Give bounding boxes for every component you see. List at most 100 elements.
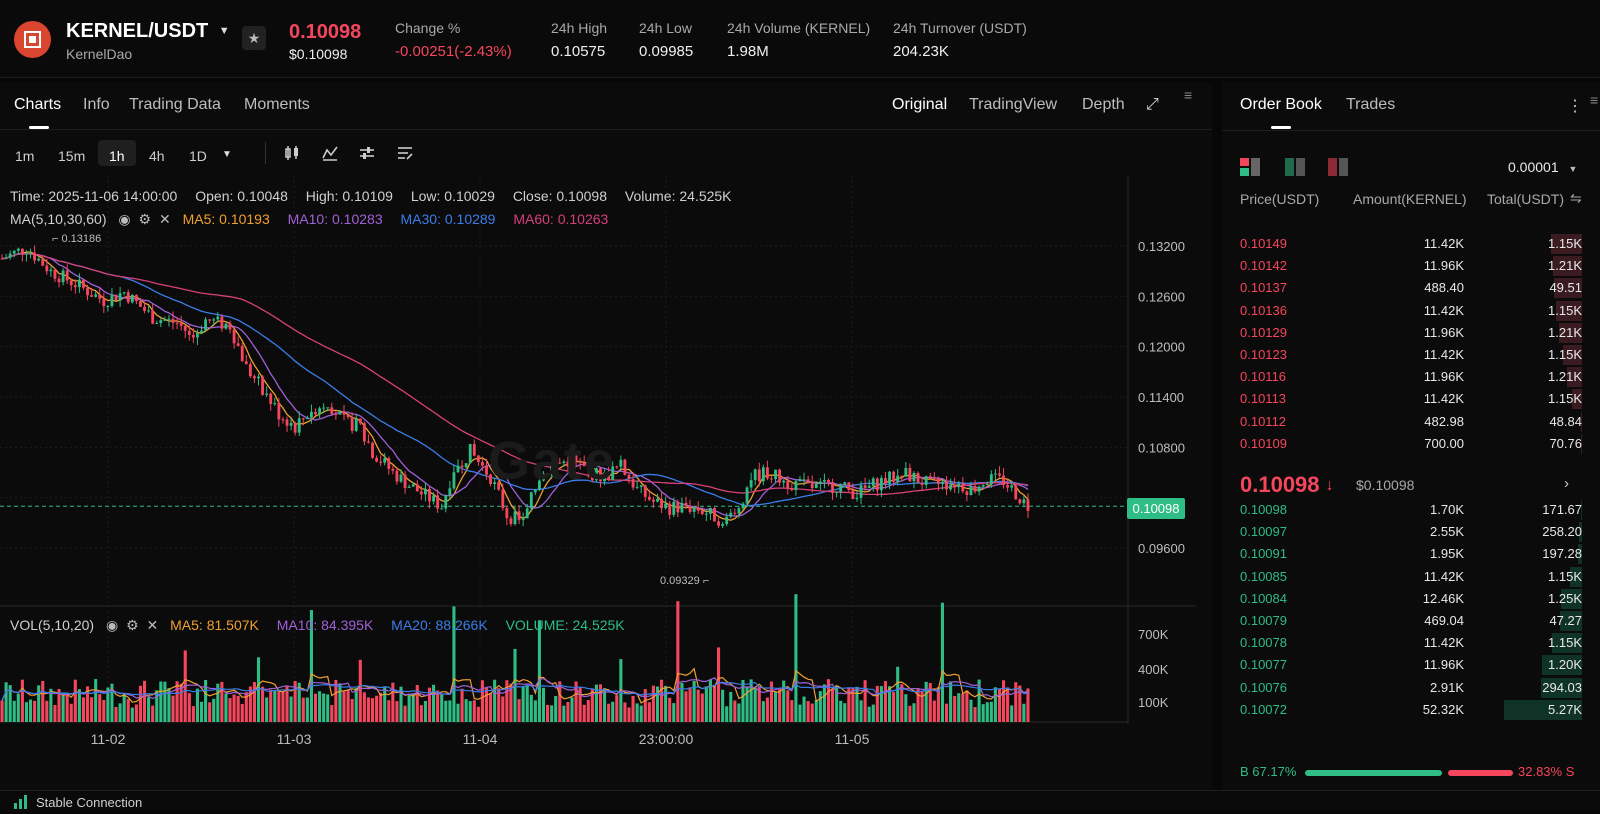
candle-body bbox=[916, 472, 920, 483]
candle-type-icon[interactable] bbox=[283, 144, 301, 167]
bid-row[interactable]: 0.10078 11.42K 1.15K bbox=[1240, 632, 1582, 654]
tf-4h[interactable]: 4h bbox=[149, 148, 165, 164]
tf-15m[interactable]: 15m bbox=[58, 148, 86, 164]
ask-row[interactable]: 0.10142 11.96K 1.21K bbox=[1240, 255, 1582, 277]
settings-icon[interactable]: ⚙ bbox=[138, 211, 152, 227]
volume-bar bbox=[920, 691, 924, 722]
ask-row[interactable]: 0.10136 11.42K 1.15K bbox=[1240, 300, 1582, 322]
vol-eye-icon[interactable]: ◉ bbox=[105, 617, 119, 633]
candle-body bbox=[456, 465, 460, 473]
bid-row[interactable]: 0.10098 1.70K 171.67 bbox=[1240, 499, 1582, 521]
volume-bar bbox=[680, 682, 684, 722]
bid-row[interactable]: 0.10077 11.96K 1.20K bbox=[1240, 654, 1582, 676]
candle-body bbox=[562, 461, 566, 464]
favorite-star-icon[interactable]: ★ bbox=[242, 26, 266, 50]
bid-row[interactable]: 0.10097 2.55K 258.20 bbox=[1240, 521, 1582, 543]
bid-row[interactable]: 0.10084 12.46K 1.25K bbox=[1240, 588, 1582, 610]
vol-close-icon[interactable]: ✕ bbox=[146, 617, 159, 633]
ask-row[interactable]: 0.10116 11.96K 1.21K bbox=[1240, 366, 1582, 388]
view-tradingview[interactable]: TradingView bbox=[969, 96, 1058, 113]
bid-price: 0.10072 bbox=[1240, 701, 1287, 717]
chevron-right-icon[interactable]: › bbox=[1564, 475, 1569, 492]
candle-body bbox=[476, 455, 480, 462]
candle-body bbox=[411, 484, 415, 487]
ask-row[interactable]: 0.10112 482.98 48.84 bbox=[1240, 411, 1582, 433]
bid-row[interactable]: 0.10076 2.91K 294.03 bbox=[1240, 677, 1582, 699]
swap-icon[interactable]: ⇋ bbox=[1570, 190, 1582, 206]
pair-selector[interactable]: KERNEL/USDT ▼ bbox=[66, 20, 230, 43]
volume-bar bbox=[159, 681, 163, 722]
candle-body bbox=[920, 482, 924, 485]
volume-bar bbox=[594, 684, 598, 722]
tf-dropdown-icon[interactable]: ▼ bbox=[222, 149, 232, 160]
bid-depth-bar bbox=[1569, 566, 1582, 587]
drawing-tools-icon[interactable] bbox=[396, 144, 414, 167]
tab-order-book[interactable]: Order Book bbox=[1240, 96, 1322, 113]
tab-charts[interactable]: Charts bbox=[14, 96, 62, 113]
expand-icon[interactable]: ⤢ bbox=[1146, 96, 1159, 113]
vol-settings-icon[interactable]: ⚙ bbox=[126, 617, 139, 633]
volume-bar bbox=[114, 706, 118, 722]
volume-bar bbox=[49, 688, 53, 722]
ask-row[interactable]: 0.10113 11.42K 1.15K bbox=[1240, 388, 1582, 410]
candle-body bbox=[183, 325, 187, 331]
tf-1h[interactable]: 1h bbox=[109, 148, 125, 164]
vol-volume-value: VOLUME: 24.525K bbox=[505, 617, 625, 633]
ask-row[interactable]: 0.10109 700.00 70.76 bbox=[1240, 433, 1582, 455]
bid-row[interactable]: 0.10091 1.95K 197.28 bbox=[1240, 543, 1582, 565]
candle-body bbox=[761, 467, 765, 482]
indicator-icon[interactable] bbox=[321, 144, 339, 167]
volume-bar bbox=[965, 690, 969, 722]
volume-bar bbox=[338, 683, 342, 722]
candle-body bbox=[774, 469, 777, 480]
volume-bar bbox=[350, 698, 354, 722]
candle-body bbox=[770, 478, 773, 480]
candle-body bbox=[782, 480, 786, 483]
view-bids-icon[interactable] bbox=[1285, 158, 1305, 181]
candle-body bbox=[106, 306, 110, 308]
eye-icon[interactable]: ◉ bbox=[118, 211, 131, 227]
bid-row[interactable]: 0.10085 11.42K 1.15K bbox=[1240, 566, 1582, 588]
candle-body bbox=[843, 482, 847, 485]
candle-body bbox=[538, 480, 541, 491]
tab-trades[interactable]: Trades bbox=[1346, 96, 1396, 113]
ask-row[interactable]: 0.10149 11.42K 1.15K bbox=[1240, 233, 1582, 255]
tf-1m[interactable]: 1m bbox=[15, 148, 35, 164]
volume-bar bbox=[985, 702, 989, 722]
tf-1d[interactable]: 1D bbox=[189, 148, 207, 164]
panel-menu-icon[interactable]: ≡ bbox=[1184, 87, 1193, 103]
settings-sliders-icon[interactable] bbox=[358, 144, 376, 167]
tab-info[interactable]: Info bbox=[83, 96, 110, 113]
volume-bar bbox=[81, 697, 86, 722]
view-depth[interactable]: Depth bbox=[1082, 96, 1125, 113]
close-icon[interactable]: ✕ bbox=[158, 211, 171, 227]
more-options-icon[interactable]: ⋮ bbox=[1567, 98, 1583, 115]
volume-bar bbox=[476, 706, 480, 722]
volume-bar bbox=[69, 703, 73, 722]
ask-row[interactable]: 0.10137 488.40 49.51 bbox=[1240, 277, 1582, 299]
volume-bar bbox=[179, 683, 183, 722]
tab-trading-data[interactable]: Trading Data bbox=[129, 96, 221, 113]
volume-bar bbox=[798, 704, 802, 722]
ask-row[interactable]: 0.10129 11.96K 1.21K bbox=[1240, 322, 1582, 344]
precision-selector[interactable]: 0.00001 ▼ bbox=[1508, 159, 1577, 175]
ob-tabs-divider bbox=[1222, 130, 1600, 131]
view-original[interactable]: Original bbox=[892, 96, 948, 113]
ob-menu-icon[interactable]: ≡ bbox=[1590, 92, 1599, 108]
gate-watermark: Gate bbox=[488, 431, 617, 491]
candlestick-chart[interactable]: 0.13200 0.12600 0.12000 0.11400 0.10800 0.096… bbox=[0, 176, 1196, 754]
bid-row[interactable]: 0.10072 52.32K 5.27K bbox=[1240, 699, 1582, 721]
volume-bar bbox=[427, 687, 432, 722]
bid-row[interactable]: 0.10079 469.04 47.27 bbox=[1240, 610, 1582, 632]
tab-moments[interactable]: Moments bbox=[244, 96, 310, 113]
bid-depth-bar bbox=[1551, 633, 1582, 654]
volume-bar bbox=[806, 701, 810, 722]
view-asks-icon[interactable] bbox=[1328, 158, 1348, 181]
candle-body bbox=[358, 418, 362, 424]
ask-row[interactable]: 0.10123 11.42K 1.15K bbox=[1240, 344, 1582, 366]
candle-body bbox=[989, 474, 993, 484]
volume-bar bbox=[647, 702, 651, 722]
ma10-value: MA10: 0.10283 bbox=[287, 211, 383, 227]
view-both-icon[interactable] bbox=[1240, 158, 1260, 181]
volume-tick-label: 100K bbox=[1138, 695, 1169, 710]
